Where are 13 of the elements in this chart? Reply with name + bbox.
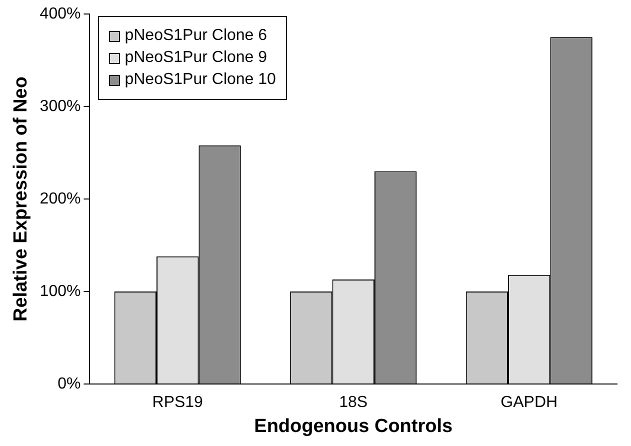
x-axis-title: Endogenous Controls [254,416,453,437]
legend-label: pNeoS1Pur Clone 9 [124,49,268,67]
y-tick-label: 0% [58,375,81,392]
y-tick-label: 400% [40,5,81,22]
x-tick-label: 18S [339,394,368,412]
y-axis-title: Relative Expression of Neo [10,76,32,322]
x-tick-label: RPS19 [152,394,204,412]
y-tick-label: 100% [40,282,81,300]
y-tick-label: 300% [40,98,81,115]
legend-label: pNeoS1Pur Clone 10 [124,71,276,89]
y-tick-label: 200% [40,190,81,208]
legend-label: pNeoS1Pur Clone 6 [124,27,268,45]
x-tick-label: GAPDH [500,394,558,412]
